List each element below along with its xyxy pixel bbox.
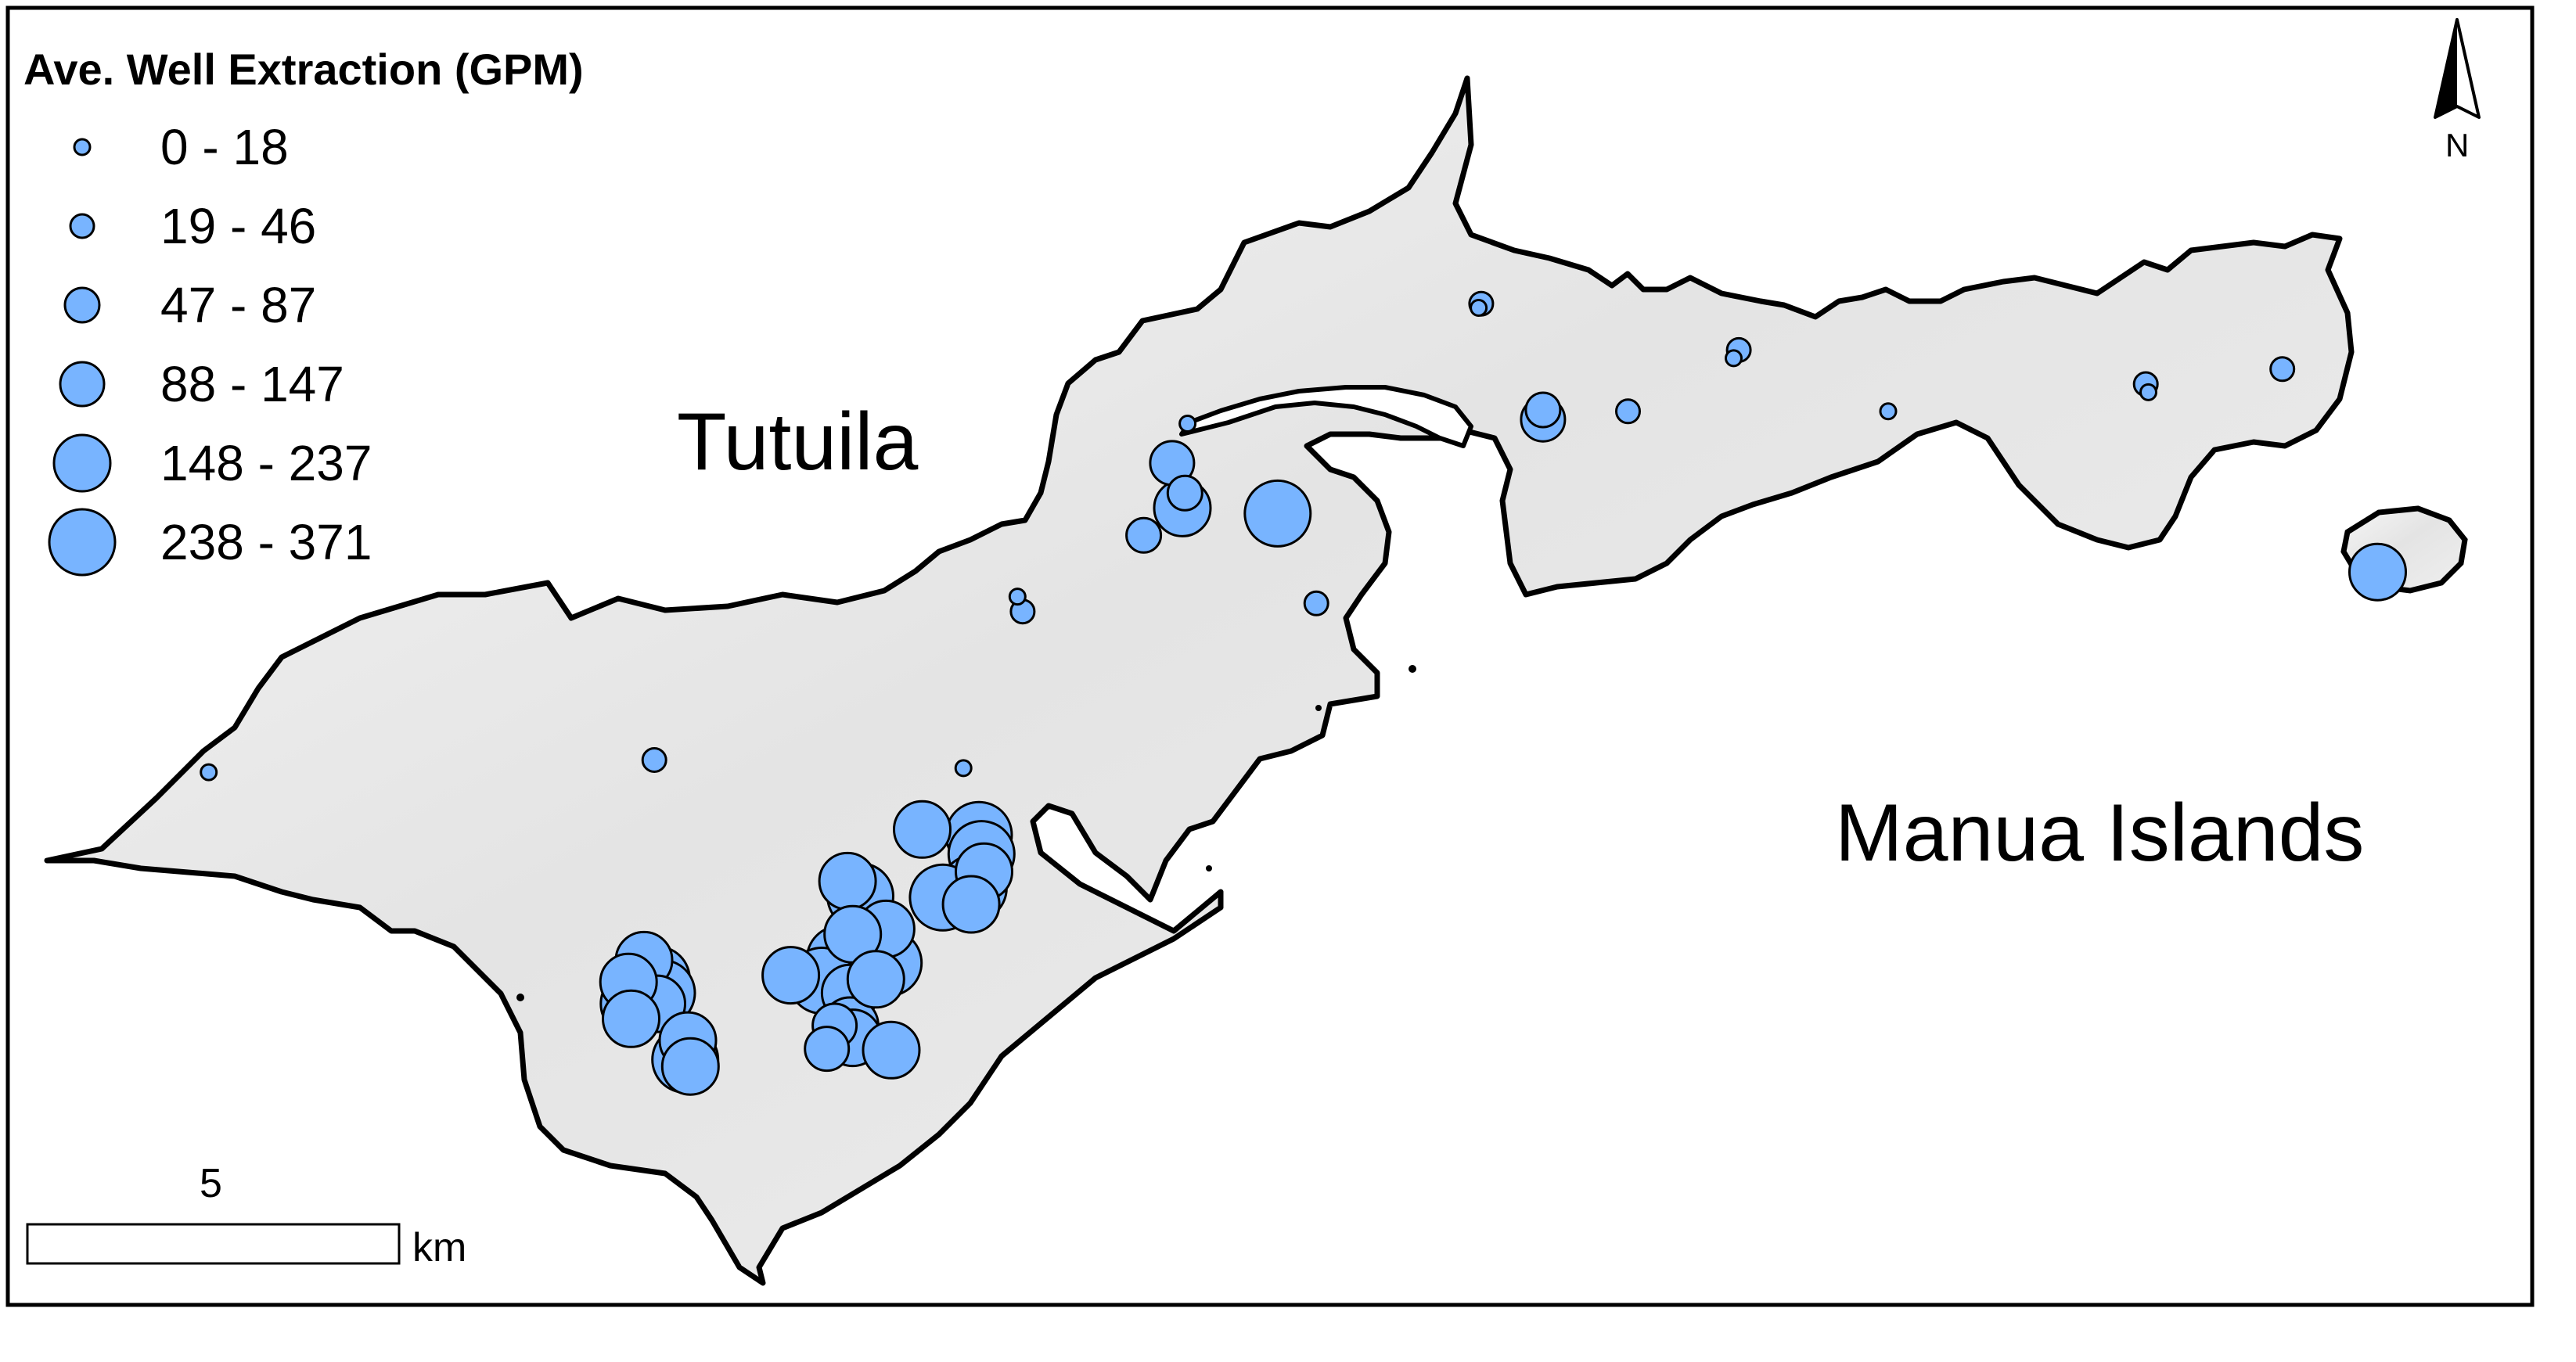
well-point (1470, 299, 1488, 317)
north-arrow-half (2435, 20, 2457, 117)
well-point (1243, 479, 1312, 548)
scale-bar-unit: km (412, 1225, 466, 1270)
place-label-manua-islands: Manua Islands (1835, 788, 2364, 879)
well-points-layer (200, 290, 2407, 1096)
well-point (954, 759, 973, 778)
north-arrow-label: N (2445, 127, 2469, 164)
scale-bar-value: 5 (200, 1161, 222, 1206)
well-point (761, 946, 821, 1005)
well-point (2269, 356, 2296, 383)
well-point (1725, 349, 1743, 368)
well-point (660, 1037, 720, 1096)
harbor-inlet (1179, 385, 1473, 448)
map-neatline (5, 5, 2535, 1307)
well-point (1524, 391, 1562, 429)
well-point (602, 989, 660, 1048)
well-point (2348, 542, 2407, 602)
legend-label-class-4: 88 - 147 (160, 356, 344, 412)
scale-bar-box (26, 1223, 401, 1265)
well-point (818, 851, 877, 911)
islet (1409, 665, 1416, 673)
legend-label-class-2: 19 - 46 (160, 198, 316, 254)
islet (1206, 865, 1212, 871)
well-point (1303, 590, 1329, 616)
well-point (941, 875, 1001, 934)
well-point (1879, 402, 1898, 421)
legend-symbol-class-4 (59, 361, 106, 408)
legend-symbol-class-5 (52, 433, 112, 493)
well-point (200, 763, 218, 782)
well-point (1166, 474, 1203, 512)
legend-label-class-1: 0 - 18 (160, 119, 289, 175)
legend-symbol-class-3 (63, 286, 101, 324)
well-point (1615, 398, 1641, 425)
well-point (641, 747, 667, 773)
well-point (1178, 415, 1197, 433)
legend-symbol-class-6 (48, 508, 117, 577)
scale-bar: 5 km (26, 1161, 466, 1270)
place-label-tutuila: Tutuila (677, 397, 918, 487)
well-point (804, 1026, 851, 1073)
well-point (846, 950, 905, 1009)
well-point (1008, 588, 1027, 606)
legend-label-class-6: 238 - 371 (160, 514, 372, 570)
legend-label-class-5: 148 - 237 (160, 435, 372, 491)
legend: Ave. Well Extraction (GPM) 0 - 18 19 - 46… (23, 45, 584, 577)
well-point (2139, 383, 2157, 401)
legend-symbol-class-1 (73, 138, 92, 156)
legend-items: 0 - 18 19 - 46 47 - 87 88 - 147 148 - 237 238… (48, 119, 372, 577)
well-point (1125, 516, 1163, 554)
north-arrow-icon: N (2434, 18, 2481, 164)
well-point (862, 1020, 921, 1080)
legend-label-class-3: 47 - 87 (160, 277, 316, 333)
islet (516, 994, 524, 1001)
islet (1315, 705, 1322, 711)
legend-title: Ave. Well Extraction (GPM) (23, 45, 584, 94)
well-point (893, 800, 952, 859)
legend-symbol-class-2 (69, 213, 95, 239)
